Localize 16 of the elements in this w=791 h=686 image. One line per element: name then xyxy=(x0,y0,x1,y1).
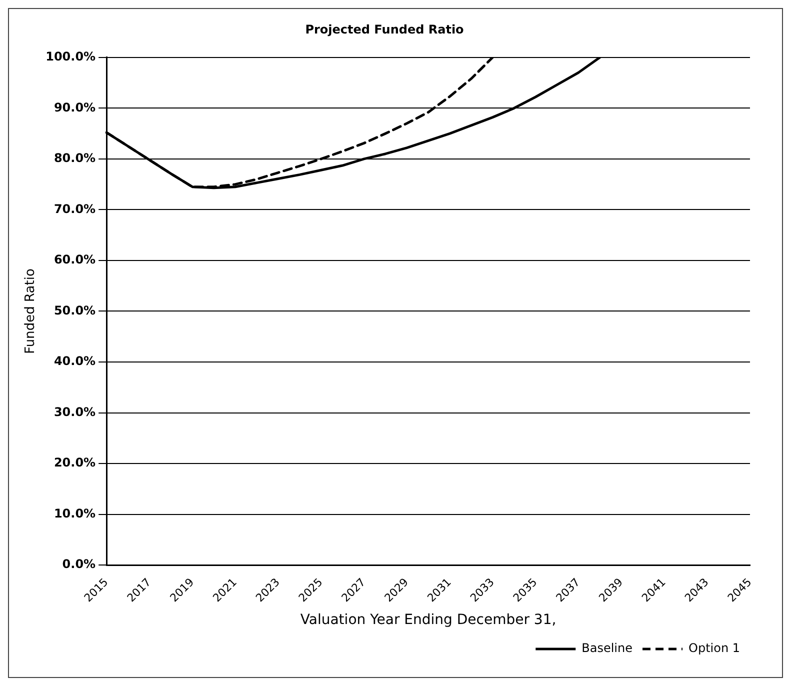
y-tick-label: 0.0% xyxy=(62,557,96,572)
y-tick-label: 10.0% xyxy=(54,506,96,520)
y-tick-label: 40.0% xyxy=(54,354,96,368)
y-tick-label: 90.0% xyxy=(54,100,96,114)
y-tick-label: 20.0% xyxy=(54,456,96,470)
y-tick-label: 100.0% xyxy=(46,50,96,64)
y-tick-label: 30.0% xyxy=(54,404,96,419)
y-tick-label: 80.0% xyxy=(54,151,96,166)
y-axis-title: Funded Ratio xyxy=(23,268,38,354)
y-tick-label: 70.0% xyxy=(54,202,96,216)
legend-label: Baseline xyxy=(582,641,633,656)
chart-title: Projected Funded Ratio xyxy=(305,22,464,36)
x-axis-title: Valuation Year Ending December 31, xyxy=(300,612,556,628)
legend-label: Option 1 xyxy=(688,641,740,656)
y-tick-label: 50.0% xyxy=(54,303,96,318)
y-tick-label: 60.0% xyxy=(54,252,96,267)
